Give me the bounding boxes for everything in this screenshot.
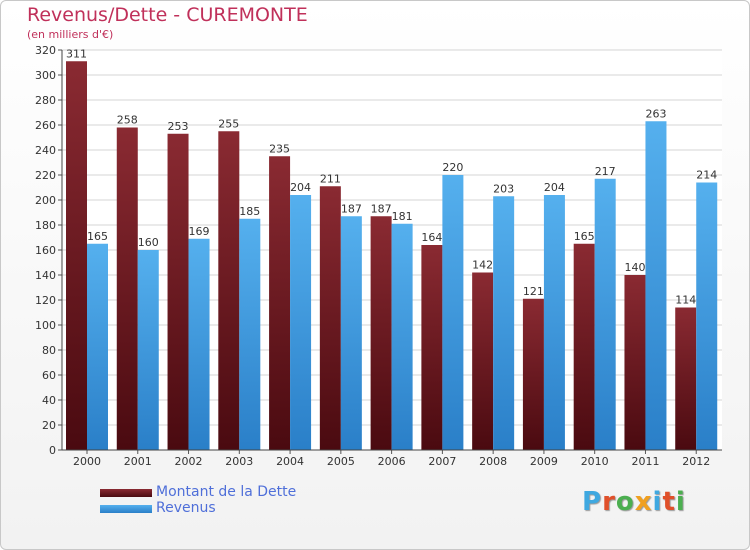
y-tick-label: 120 bbox=[35, 294, 56, 307]
data-label-debt: 164 bbox=[421, 231, 442, 244]
y-tick-label: 60 bbox=[42, 369, 56, 382]
bar-debt bbox=[624, 275, 646, 450]
proxiti-logo: Proxiti bbox=[582, 487, 686, 517]
chart-subtitle: (en milliers d'€) bbox=[27, 28, 114, 41]
y-tick-label: 160 bbox=[35, 244, 56, 257]
bar-revenue bbox=[493, 196, 515, 450]
bar-revenue bbox=[391, 223, 413, 450]
bar-revenue bbox=[696, 182, 718, 450]
y-tick-label: 80 bbox=[42, 344, 56, 357]
data-label-debt: 311 bbox=[66, 47, 87, 60]
data-label-debt: 114 bbox=[675, 294, 696, 307]
bar-debt bbox=[675, 307, 697, 450]
bar-revenue bbox=[645, 121, 667, 450]
x-tick-label: 2008 bbox=[479, 455, 507, 468]
bar-revenue bbox=[87, 243, 108, 450]
data-label-revenue: 263 bbox=[645, 107, 666, 120]
logo-letter: i bbox=[675, 487, 686, 517]
legend-label-debt: Montant de la Dette bbox=[156, 484, 297, 500]
legend-swatch-debt bbox=[100, 489, 152, 497]
x-tick-label: 2003 bbox=[225, 455, 253, 468]
bar-revenue bbox=[543, 195, 565, 450]
y-tick-label: 40 bbox=[42, 394, 56, 407]
bar-revenue bbox=[239, 218, 261, 450]
x-tick-label: 2002 bbox=[175, 455, 203, 468]
data-label-debt: 165 bbox=[574, 230, 595, 243]
bar-debt bbox=[472, 272, 494, 450]
y-tick-label: 240 bbox=[35, 144, 56, 157]
x-tick-label: 2007 bbox=[428, 455, 456, 468]
data-label-revenue: 160 bbox=[138, 236, 159, 249]
data-label-debt: 121 bbox=[523, 285, 544, 298]
logo-letter: i bbox=[652, 487, 663, 517]
bar-revenue bbox=[442, 175, 464, 450]
bar-debt bbox=[522, 298, 544, 450]
logo-letter: t bbox=[662, 487, 676, 517]
legend-label-revenue: Revenus bbox=[156, 500, 216, 516]
bar-debt bbox=[421, 245, 443, 450]
data-label-revenue: 204 bbox=[544, 181, 565, 194]
x-tick-label: 2005 bbox=[327, 455, 355, 468]
x-tick-label: 2000 bbox=[73, 455, 101, 468]
bar-revenue bbox=[188, 238, 210, 450]
y-tick-label: 320 bbox=[35, 44, 56, 57]
bar-debt bbox=[218, 131, 240, 450]
logo-letter: x bbox=[634, 487, 653, 517]
y-tick-label: 200 bbox=[35, 194, 56, 207]
data-label-revenue: 204 bbox=[290, 181, 311, 194]
y-tick-label: 140 bbox=[35, 269, 56, 282]
bar-debt bbox=[116, 127, 138, 450]
y-tick-label: 260 bbox=[35, 119, 56, 132]
y-tick-label: 220 bbox=[35, 169, 56, 182]
data-label-revenue: 217 bbox=[595, 165, 616, 178]
legend-swatch-revenue bbox=[100, 505, 152, 513]
bar-debt bbox=[573, 243, 595, 450]
data-label-revenue: 169 bbox=[189, 225, 210, 238]
bar-revenue bbox=[594, 178, 616, 450]
bar-debt bbox=[66, 61, 87, 450]
data-label-revenue: 185 bbox=[239, 205, 260, 218]
y-tick-label: 0 bbox=[49, 444, 56, 457]
y-tick-label: 300 bbox=[35, 69, 56, 82]
data-label-debt: 235 bbox=[269, 142, 290, 155]
data-label-debt: 258 bbox=[117, 114, 138, 127]
logo-letter: P bbox=[582, 487, 603, 517]
chart-title: Revenus/Dette - CUREMONTE bbox=[27, 4, 308, 26]
data-label-debt: 211 bbox=[320, 172, 341, 185]
bar-debt bbox=[269, 156, 291, 450]
data-label-debt: 255 bbox=[218, 117, 239, 130]
bar-debt bbox=[167, 133, 189, 450]
bar-revenue bbox=[340, 216, 362, 450]
y-tick-label: 280 bbox=[35, 94, 56, 107]
data-label-revenue: 203 bbox=[493, 182, 514, 195]
bar-debt bbox=[319, 186, 341, 450]
x-tick-label: 2001 bbox=[124, 455, 152, 468]
data-label-debt: 187 bbox=[371, 202, 392, 215]
x-tick-label: 2011 bbox=[631, 455, 659, 468]
y-tick-label: 100 bbox=[35, 319, 56, 332]
x-tick-label: 2009 bbox=[530, 455, 558, 468]
logo-letter: r bbox=[602, 487, 616, 517]
data-label-revenue: 165 bbox=[87, 230, 108, 243]
x-tick-label: 2004 bbox=[276, 455, 304, 468]
data-label-debt: 140 bbox=[624, 261, 645, 274]
data-label-revenue: 187 bbox=[341, 202, 362, 215]
data-label-debt: 253 bbox=[168, 120, 189, 133]
data-label-revenue: 220 bbox=[442, 161, 463, 174]
bar-revenue bbox=[137, 250, 159, 450]
y-tick-label: 20 bbox=[42, 419, 56, 432]
bar-debt bbox=[370, 216, 392, 450]
x-tick-label: 2006 bbox=[378, 455, 406, 468]
x-tick-label: 2010 bbox=[581, 455, 609, 468]
data-label-revenue: 181 bbox=[392, 210, 413, 223]
logo-letter: o bbox=[615, 487, 635, 517]
y-tick-label: 180 bbox=[35, 219, 56, 232]
bar-revenue bbox=[290, 195, 312, 450]
data-label-revenue: 214 bbox=[696, 169, 717, 182]
data-label-debt: 142 bbox=[472, 259, 493, 272]
x-tick-label: 2012 bbox=[682, 455, 710, 468]
